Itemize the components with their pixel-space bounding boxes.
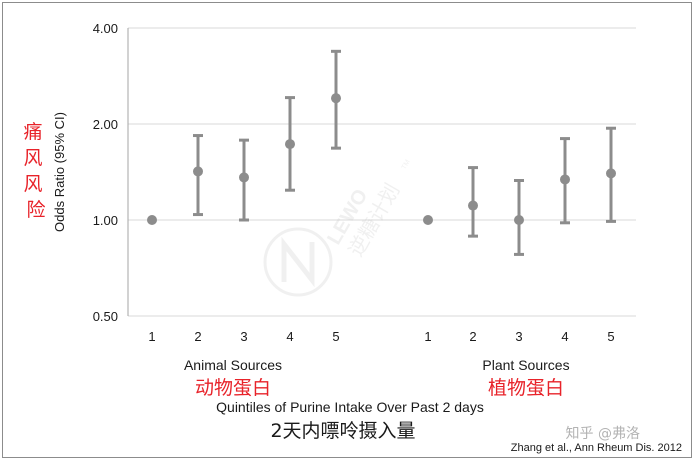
x-tick-label: 1 <box>424 329 431 344</box>
x-tick-label: 4 <box>286 329 293 344</box>
data-point <box>606 168 616 179</box>
y-tick-label: 1.00 <box>93 213 118 228</box>
y-axis-label-cn-char-4: 险 <box>26 199 45 221</box>
data-point <box>285 139 295 150</box>
y-axis-label-cn-char-2: 风 <box>23 147 42 169</box>
y-axis-label-cn: 痛 风 风 险 <box>23 121 48 221</box>
x-tick-label: 2 <box>469 329 476 344</box>
data-point <box>514 215 524 225</box>
group-label-animal: Animal Sources <box>184 357 282 373</box>
data-point <box>239 172 249 183</box>
data-point <box>423 215 433 225</box>
x-tick-label: 2 <box>194 329 201 344</box>
y-axis-label-cn-char-3: 风 <box>23 173 42 195</box>
x-tick-label: 5 <box>332 329 339 344</box>
x-tick-label: 5 <box>607 329 614 344</box>
citation-text: Zhang et al., Ann Rheum Dis. 2012 <box>511 442 682 454</box>
grid-layer <box>127 27 636 317</box>
lewo-logo-mark <box>281 236 315 288</box>
group-label-plant: Plant Sources <box>482 357 569 373</box>
data-point <box>331 93 341 104</box>
data-marks <box>147 49 616 256</box>
y-tick-label: 2.00 <box>93 117 118 132</box>
watermark-tm: TM <box>401 159 412 171</box>
y-axis-label: Odds Ratio (95% CI) <box>52 112 67 232</box>
y-tick-label: 4.00 <box>93 21 118 36</box>
x-tick-labels: 1 2 3 4 5 1 2 3 4 5 <box>148 329 614 344</box>
lewo-logo-ring <box>263 227 333 297</box>
data-point <box>560 174 570 185</box>
x-axis-label-cn: 2天内嘌呤摄入量 <box>270 420 415 442</box>
x-tick-label: 3 <box>240 329 247 344</box>
group-label-plant-cn: 植物蛋白 <box>488 377 564 399</box>
y-tick-labels: 4.00 2.00 1.00 0.50 <box>93 21 118 324</box>
zhihu-attribution: 知乎 @弗洛 <box>566 425 640 442</box>
x-tick-label: 3 <box>515 329 522 344</box>
data-point <box>147 215 157 225</box>
lewo-watermark: LEWO 逆糖计划 TM <box>263 159 412 297</box>
x-tick-label: 4 <box>561 329 568 344</box>
y-tick-label: 0.50 <box>93 309 118 324</box>
x-axis-label: Quintiles of Purine Intake Over Past 2 d… <box>216 399 484 415</box>
group-label-animal-cn: 动物蛋白 <box>195 377 271 399</box>
data-point <box>468 200 478 211</box>
y-axis-label-cn-char-1: 痛 <box>23 121 42 143</box>
data-point <box>193 166 203 177</box>
x-tick-label: 1 <box>148 329 155 344</box>
figure-frame <box>2 2 692 458</box>
